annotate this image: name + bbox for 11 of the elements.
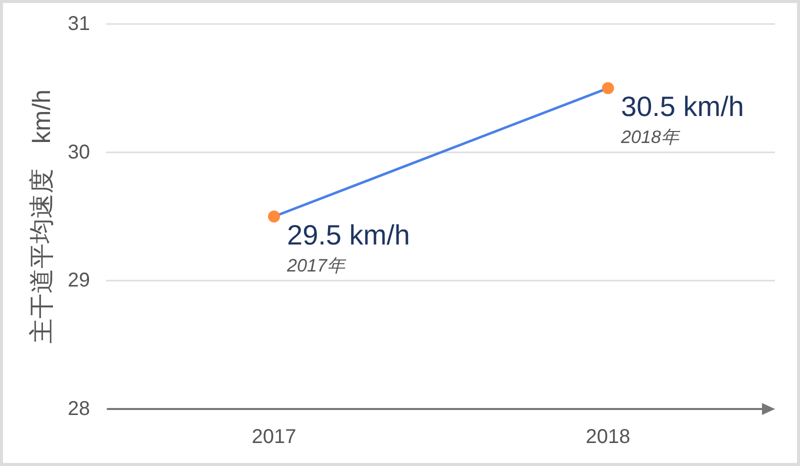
x-tick-label: 2018 xyxy=(586,426,630,448)
y-tick-label: 31 xyxy=(68,13,90,35)
annotation: 2018年 xyxy=(621,127,680,148)
y-tick-label: 29 xyxy=(68,270,90,292)
value-label: 30.5 km/h xyxy=(621,91,744,122)
y-tick-label: 30 xyxy=(68,141,90,164)
y-axis-title: 主干道平均速度 km/h xyxy=(28,89,56,344)
annotation: 2017年 xyxy=(287,256,346,276)
x-tick-label: 2017 xyxy=(252,426,296,448)
value-label: 29.5 km/h xyxy=(287,220,410,250)
y-tick-label: 28 xyxy=(68,398,90,420)
